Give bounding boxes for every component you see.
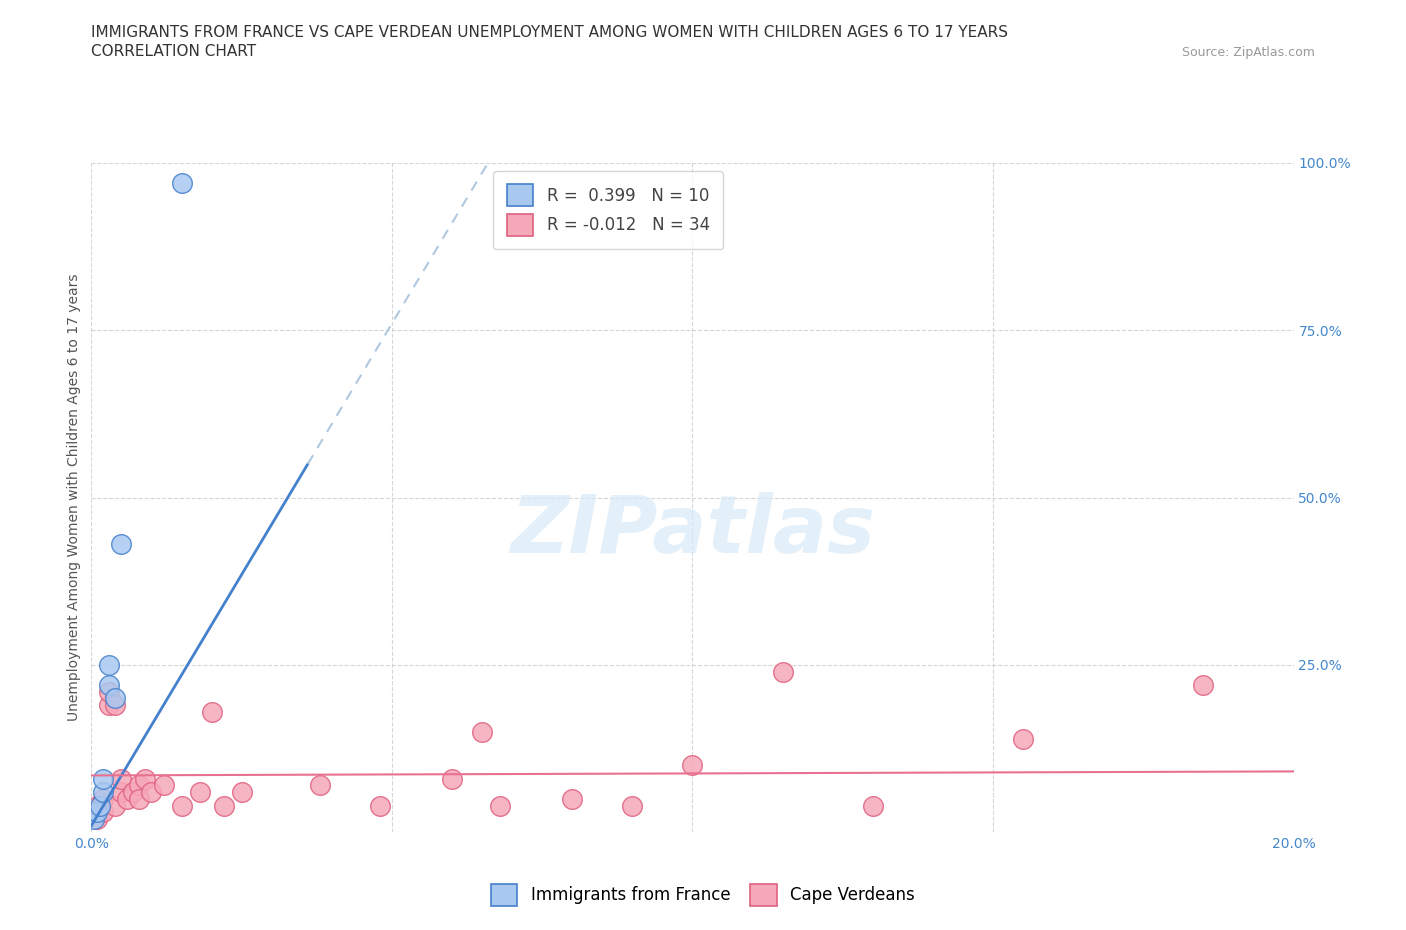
Point: [141, 785, 163, 800]
Text: Source: ZipAtlas.com: Source: ZipAtlas.com: [1181, 46, 1315, 59]
Point: [122, 785, 145, 800]
Legend: R =  0.399   N = 10, R = -0.012   N = 34: R = 0.399 N = 10, R = -0.012 N = 34: [494, 171, 723, 249]
Point: [98, 658, 121, 672]
Point: [170, 176, 193, 191]
Point: [1012, 731, 1035, 746]
Point: [104, 691, 127, 706]
Point: [104, 698, 127, 712]
Point: [489, 798, 512, 813]
Legend: Immigrants from France, Cape Verdeans: Immigrants from France, Cape Verdeans: [484, 878, 922, 912]
Y-axis label: Unemployment Among Women with Children Ages 6 to 17 years: Unemployment Among Women with Children A…: [67, 273, 82, 722]
Point: [86, 798, 108, 813]
Point: [212, 798, 235, 813]
Point: [862, 798, 884, 813]
Point: [188, 785, 211, 800]
Text: IMMIGRANTS FROM FRANCE VS CAPE VERDEAN UNEMPLOYMENT AMONG WOMEN WITH CHILDREN AG: IMMIGRANTS FROM FRANCE VS CAPE VERDEAN U…: [91, 25, 1008, 40]
Point: [93, 771, 115, 786]
Point: [98, 684, 121, 699]
Point: [134, 771, 156, 786]
Point: [1192, 678, 1215, 693]
Point: [128, 791, 150, 806]
Point: [86, 812, 108, 827]
Point: [170, 798, 193, 813]
Point: [86, 804, 108, 819]
Point: [110, 771, 132, 786]
Point: [83, 812, 105, 827]
Point: [681, 758, 703, 773]
Point: [128, 778, 150, 793]
Point: [93, 785, 115, 800]
Text: ZIPatlas: ZIPatlas: [510, 492, 875, 570]
Point: [772, 664, 794, 679]
Point: [104, 798, 127, 813]
Point: [231, 785, 253, 800]
Point: [93, 804, 115, 819]
Point: [368, 798, 391, 813]
Point: [440, 771, 463, 786]
Point: [152, 778, 174, 793]
Point: [98, 698, 121, 712]
Point: [89, 798, 111, 813]
Point: [93, 791, 115, 806]
Point: [621, 798, 644, 813]
Point: [110, 537, 132, 551]
Point: [110, 785, 132, 800]
Point: [308, 778, 330, 793]
Point: [561, 791, 583, 806]
Point: [98, 678, 121, 693]
Point: [201, 704, 224, 719]
Text: CORRELATION CHART: CORRELATION CHART: [91, 44, 256, 59]
Point: [117, 791, 139, 806]
Point: [471, 724, 494, 739]
